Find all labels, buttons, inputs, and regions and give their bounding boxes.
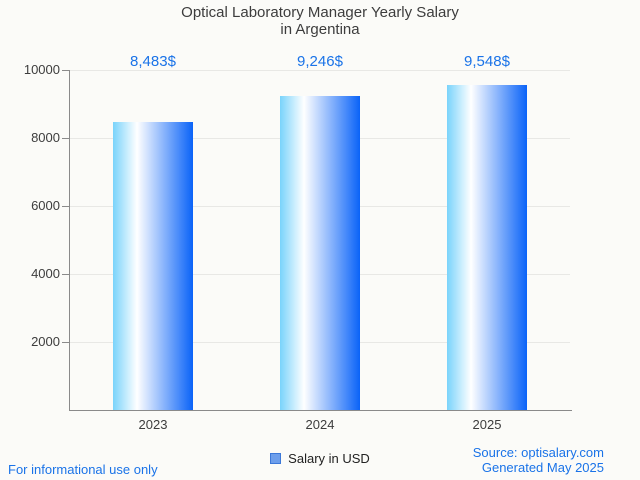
y-axis-label-8000: 8000 — [31, 130, 60, 145]
y-axis-tick-6000 — [62, 206, 69, 207]
disclaimer-text: For informational use only — [8, 462, 158, 477]
source-link[interactable]: Source: optisalary.com — [472, 445, 604, 460]
bar-value-2023: 8,483$ — [130, 53, 176, 70]
bar-2025 — [447, 85, 527, 410]
y-axis-label-10000: 10000 — [23, 62, 60, 77]
y-axis-tick-8000 — [62, 138, 69, 139]
generated-date: Generated May 2025 — [481, 460, 604, 475]
y-axis-tick-10000 — [62, 70, 69, 71]
bar-value-2024: 9,246$ — [297, 53, 343, 70]
x-axis-label-2023: 2023 — [138, 417, 168, 432]
y-axis-tick-2000 — [62, 342, 69, 343]
chart-title: Optical Laboratory Manager Yearly Salary… — [0, 4, 640, 38]
chart-title-line1: Optical Laboratory Manager Yearly Salary — [181, 4, 459, 21]
bar-value-2025: 9,548$ — [464, 53, 510, 70]
y-axis-label-4000: 4000 — [31, 266, 60, 281]
bar-2024 — [280, 96, 360, 410]
x-axis-label-2025: 2025 — [472, 417, 502, 432]
legend-label: Salary in USD — [288, 451, 370, 466]
y-axis-tick-4000 — [62, 274, 69, 275]
x-axis-label-2024: 2024 — [305, 417, 335, 432]
bar-2023 — [113, 122, 193, 410]
y-axis-label-2000: 2000 — [31, 334, 60, 349]
x-axis-line — [69, 410, 572, 411]
legend-swatch-icon — [270, 453, 282, 464]
chart-title-line2: in Argentina — [280, 21, 360, 38]
source-credit: Source: optisalary.com Generated May 202… — [473, 445, 604, 475]
y-axis-label-6000: 6000 — [31, 198, 60, 213]
legend: Salary in USD — [0, 451, 640, 466]
y-axis-line — [69, 70, 70, 411]
gridline-10000 — [70, 70, 570, 71]
